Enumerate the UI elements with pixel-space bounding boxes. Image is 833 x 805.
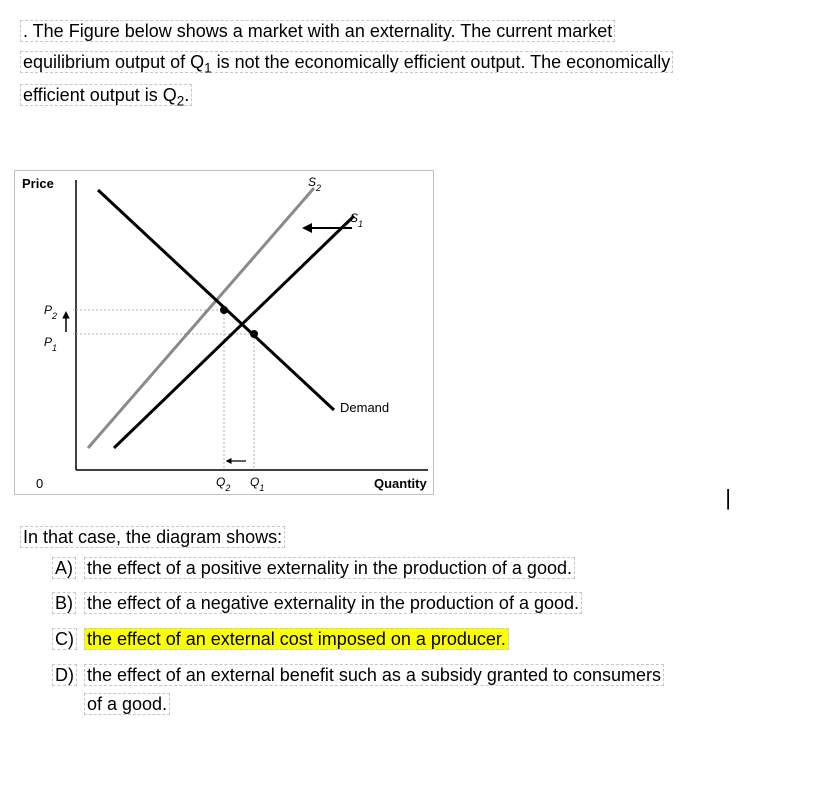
text-cursor: | (725, 485, 731, 511)
question-stem: In that case, the diagram shows: (20, 527, 813, 548)
svg-text:P1: P1 (44, 335, 57, 353)
option-row: C)the effect of an external cost imposed… (52, 625, 813, 655)
option-row: D)the effect of an external benefit such… (52, 661, 813, 720)
svg-text:Quantity: Quantity (374, 476, 427, 491)
option-text: the effect of an external cost imposed o… (84, 625, 813, 655)
option-text: the effect of a negative externality in … (84, 589, 813, 619)
svg-text:Demand: Demand (340, 400, 389, 415)
intro-seg-1: . The Figure below shows a market with a… (20, 20, 615, 42)
option-letter: C) (52, 625, 84, 655)
intro-seg-2: equilibrium output of Q1 is not the econ… (20, 51, 673, 73)
intro-seg-3: efficient output is Q2. (20, 84, 192, 106)
intro-seg-2a: equilibrium output of Q (23, 52, 204, 72)
question-intro: . The Figure below shows a market with a… (20, 16, 813, 114)
intro-seg-3a: efficient output is Q (23, 85, 177, 105)
option-letter: D) (52, 661, 84, 691)
intro-sub-q1: 1 (204, 60, 212, 75)
svg-text:P2: P2 (44, 303, 57, 321)
svg-text:S1: S1 (350, 211, 363, 229)
answer-options: A)the effect of a positive externality i… (52, 554, 813, 720)
svg-text:0: 0 (36, 476, 43, 491)
externality-chart: Price Quantity 0 P2 P1 Q2 Q1 S2 S1 Demand (14, 170, 434, 495)
stem-text: In that case, the diagram shows: (20, 526, 285, 548)
svg-text:Q1: Q1 (250, 475, 264, 493)
svg-text:Q2: Q2 (216, 475, 230, 493)
intro-seg-3b: . (184, 85, 189, 105)
option-row: A)the effect of a positive externality i… (52, 554, 813, 584)
option-letter: B) (52, 589, 84, 619)
option-row: B)the effect of a negative externality i… (52, 589, 813, 619)
option-letter: A) (52, 554, 84, 584)
intro-seg-2b: is not the economically efficient output… (212, 52, 671, 72)
svg-text:Price: Price (22, 176, 54, 191)
svg-text:S2: S2 (308, 175, 321, 193)
chart-svg: Price Quantity 0 P2 P1 Q2 Q1 S2 S1 Demand (14, 170, 434, 495)
option-text: the effect of an external benefit such a… (84, 661, 813, 720)
option-text: the effect of a positive externality in … (84, 554, 813, 584)
